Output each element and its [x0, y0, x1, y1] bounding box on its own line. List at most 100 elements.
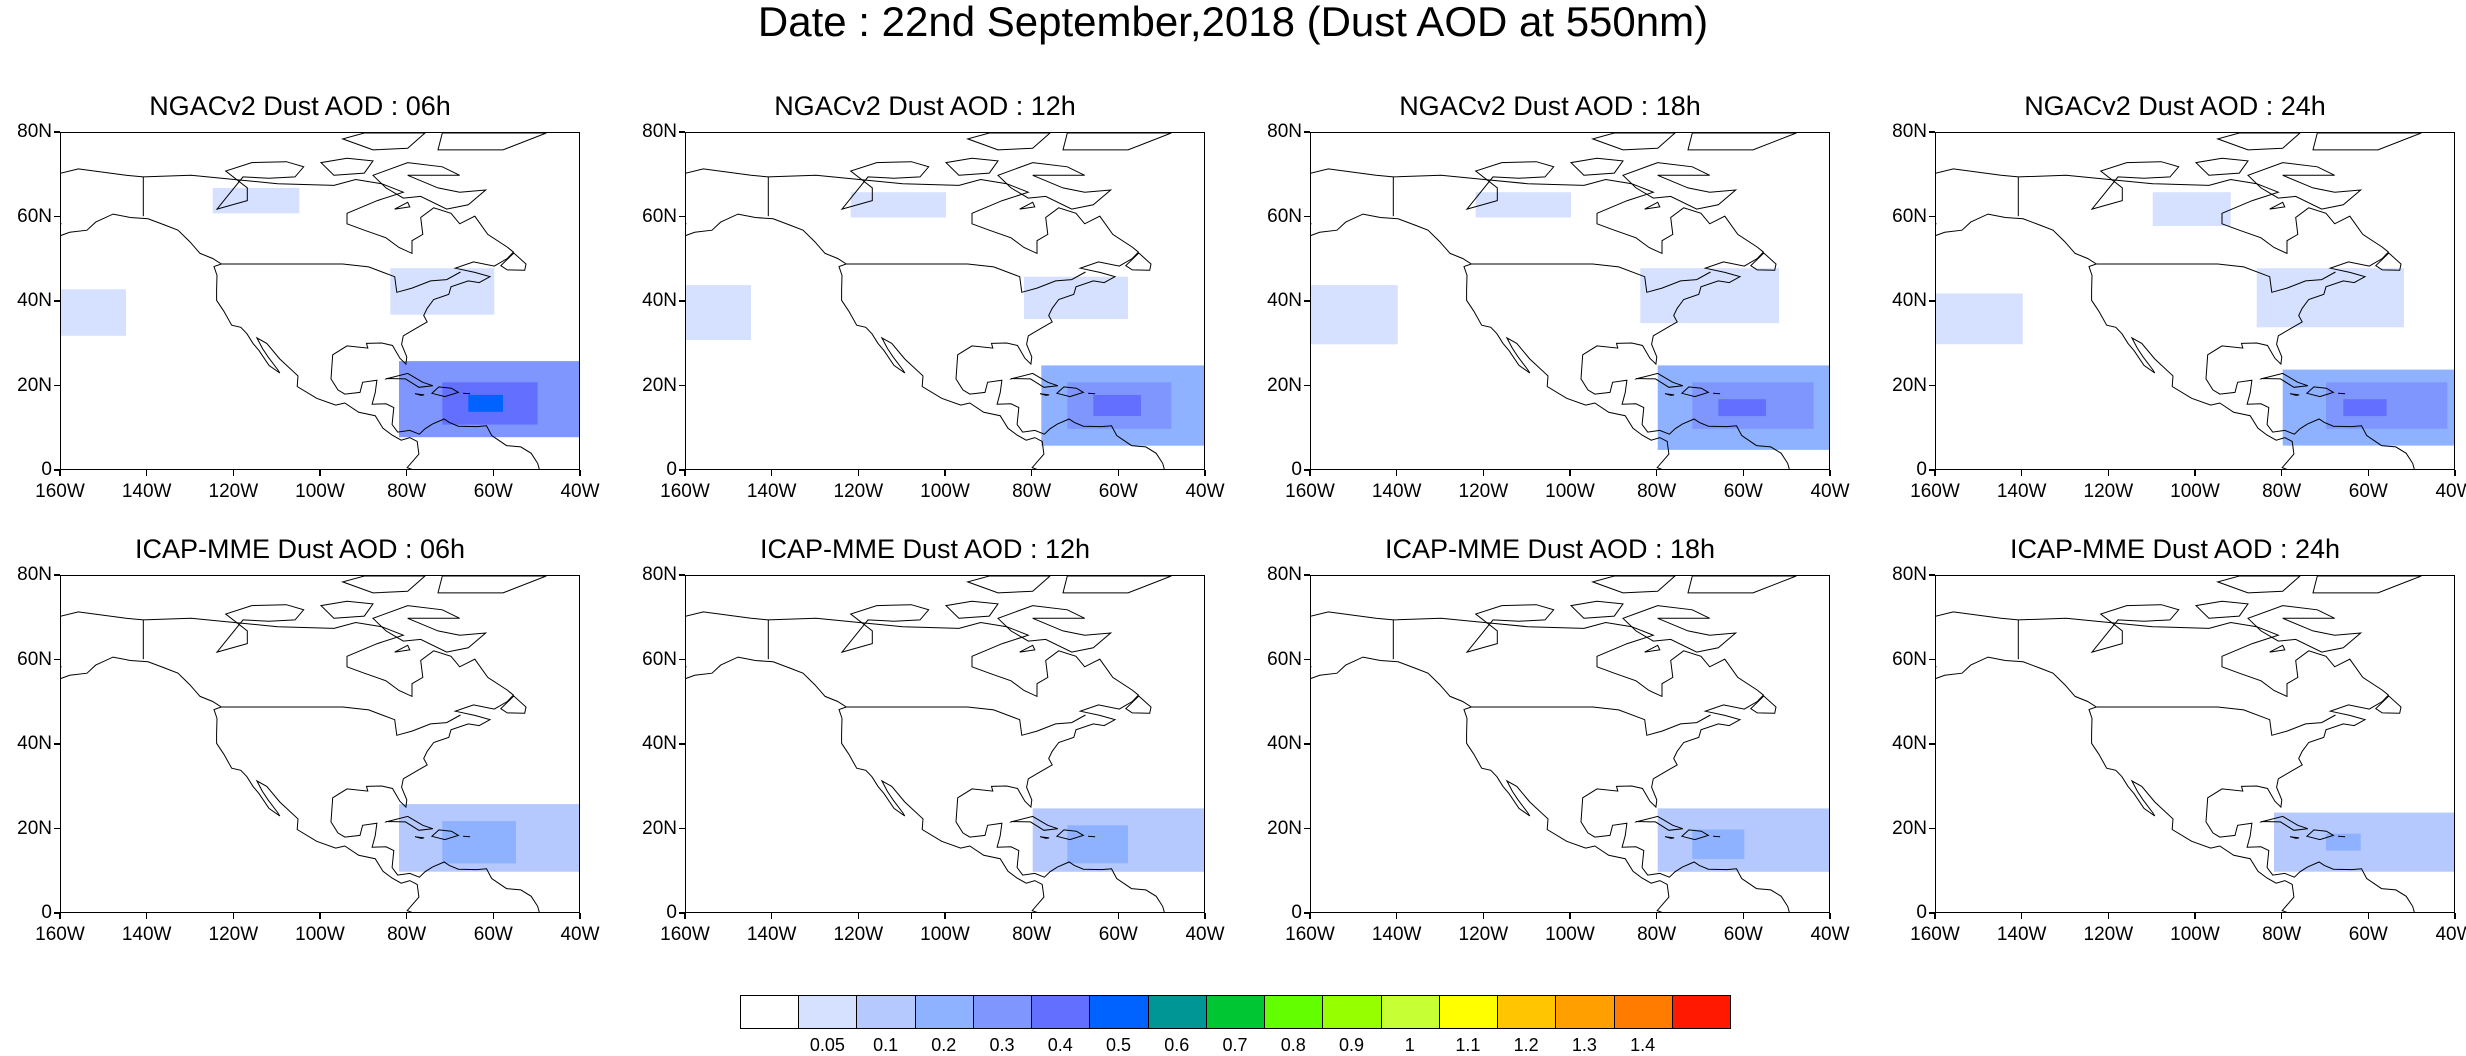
dust-plume: [468, 394, 503, 412]
y-tick: [1304, 469, 1310, 471]
y-tick-label: 60N: [642, 648, 677, 670]
island-outline: [1680, 829, 1710, 841]
x-tick-label: 120W: [2083, 924, 2134, 945]
x-tick-label: 160W: [1910, 924, 1960, 945]
coastline: [686, 611, 1165, 912]
colorbar-label: 0.4: [1047, 1035, 1073, 1055]
island-outline: [1055, 829, 1085, 841]
map-panel: ICAP-MME Dust AOD : 12h 0 20N 40N 60N 80N 160W…: [625, 533, 1224, 963]
colorbar-label: 0.6: [1164, 1035, 1190, 1055]
x-tick: [145, 913, 148, 919]
dust-plume: [2152, 192, 2231, 226]
y-tick: [1304, 215, 1310, 218]
island-outline: [1687, 133, 1797, 151]
y-tick: [679, 384, 685, 387]
y-tick-label: 20N: [1267, 374, 1302, 396]
x-tick-label: 160W: [35, 481, 85, 502]
y-tick-label: 0: [1291, 459, 1302, 480]
x-tick-label: 140W: [121, 924, 172, 945]
x-tick-label: 40W: [1185, 481, 1225, 502]
map-frame: [60, 132, 580, 470]
island-outline: [2259, 372, 2308, 388]
x-tick-label: 120W: [208, 924, 259, 945]
y-tick: [1929, 574, 1935, 576]
y-tick: [679, 827, 685, 830]
island-outline: [384, 372, 433, 388]
island-outline: [319, 157, 374, 176]
map-svg: [1936, 133, 2454, 469]
x-tick-label: 100W: [920, 924, 970, 945]
island-outline: [2305, 386, 2335, 398]
dust-plume: [1692, 829, 1745, 860]
y-tick-label: 60N: [1892, 205, 1927, 227]
island-outline: [394, 644, 411, 653]
island-outline: [1622, 162, 1738, 210]
map-svg: [686, 576, 1204, 912]
dust-plume: [686, 285, 751, 340]
x-tick-label: 40W: [1185, 924, 1225, 945]
x-tick-label: 40W: [2435, 924, 2466, 945]
colorbar-label: 1.2: [1513, 1035, 1539, 1055]
colorbar-swatch: [1555, 995, 1615, 1029]
map-frame: [60, 575, 580, 913]
y-tick: [54, 658, 60, 661]
x-tick: [319, 470, 321, 476]
island-outline: [341, 576, 426, 594]
map-svg: [1311, 133, 1829, 469]
y-tick-label: 0: [1291, 902, 1302, 923]
island-outline: [2247, 162, 2363, 210]
y-tick-label: 80N: [1267, 564, 1302, 585]
colorbar-swatch: [1671, 995, 1731, 1029]
island-outline: [1664, 836, 1675, 839]
y-tick: [1929, 469, 1935, 471]
y-tick-label: 60N: [17, 205, 52, 227]
island-outline: [1019, 644, 1036, 653]
y-tick: [54, 384, 60, 387]
x-tick-label: 140W: [121, 481, 172, 502]
dust-plume: [1718, 399, 1766, 417]
x-tick-label: 100W: [295, 481, 345, 502]
x-tick: [1742, 470, 1745, 476]
dust-plume: [2343, 399, 2387, 417]
x-tick: [1030, 470, 1033, 476]
island-outline: [319, 600, 374, 619]
x-tick: [1117, 470, 1120, 476]
x-tick: [2367, 470, 2370, 476]
panel-title: NGACv2 Dust AOD : 12h: [774, 91, 1076, 121]
map-frame: [685, 132, 1205, 470]
x-tick: [1934, 470, 1936, 476]
x-tick: [59, 470, 61, 476]
y-tick: [1304, 300, 1310, 302]
y-tick-label: 80N: [642, 564, 677, 585]
y-tick: [679, 300, 685, 302]
colorbar-swatch: [1613, 995, 1673, 1029]
x-tick: [1482, 470, 1485, 476]
x-tick-label: 80W: [387, 924, 427, 945]
y-tick-label: 20N: [17, 374, 52, 396]
x-tick-label: 40W: [1810, 481, 1850, 502]
dust-plume: [212, 187, 300, 214]
island-outline: [1062, 133, 1172, 151]
x-tick-label: 120W: [208, 481, 259, 502]
dust-plume: [2326, 833, 2361, 851]
y-tick: [1304, 827, 1310, 830]
y-tick-label: 0: [1916, 902, 1927, 923]
x-tick: [1934, 913, 1936, 919]
y-tick: [1304, 658, 1310, 661]
island-outline: [414, 393, 425, 396]
x-tick-label: 60W: [2348, 481, 2388, 502]
island-outline: [1591, 133, 1676, 151]
x-tick: [492, 913, 495, 919]
country-border: [2096, 706, 2336, 736]
island-outline: [2312, 576, 2422, 594]
x-tick-label: 140W: [1996, 924, 2047, 945]
dust-plume: [442, 821, 516, 864]
x-tick: [1569, 913, 1571, 919]
x-tick: [579, 470, 581, 476]
x-tick: [2107, 470, 2110, 476]
island-outline: [2269, 644, 2286, 653]
island-outline: [2090, 161, 2180, 211]
y-tick: [679, 574, 685, 576]
y-tick: [679, 469, 685, 471]
x-tick-label: 80W: [387, 481, 427, 502]
